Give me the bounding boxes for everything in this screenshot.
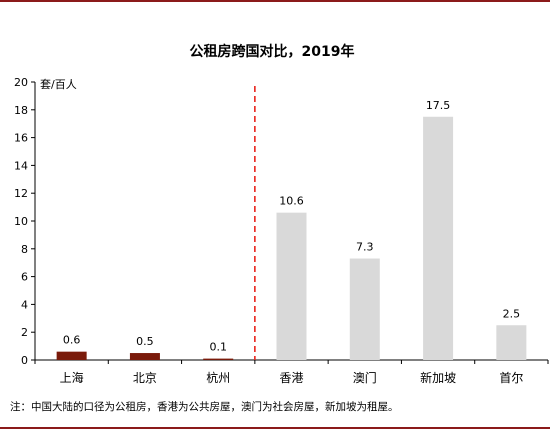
y-tick-label: 14	[14, 159, 28, 172]
y-tick-label: 8	[21, 243, 28, 256]
bar-chart: 公租房跨国对比，2019年 套/百人 0 2 4 6 8 10 12 14 16 18 20 0.6…	[14, 43, 549, 385]
category-label: 上海	[60, 370, 84, 385]
bar	[496, 325, 527, 360]
y-axis-unit-label: 套/百人	[40, 78, 77, 91]
footnote: 注：中国大陆的口径为公租房，香港为公共房屋，澳门为社会房屋，新加坡为租屋。	[10, 401, 399, 413]
category-label: 北京	[133, 371, 157, 385]
data-label: 0.6	[63, 334, 81, 347]
data-label: 17.5	[426, 99, 451, 112]
category-label: 新加坡	[420, 370, 456, 385]
chart-title: 公租房跨国对比，2019年	[190, 43, 355, 60]
category-label: 香港	[279, 371, 303, 385]
bar	[203, 358, 234, 360]
bar	[349, 258, 380, 360]
y-tick-label: 4	[21, 298, 28, 311]
y-tick-label: 16	[14, 132, 28, 145]
y-tick-label: 0	[21, 354, 28, 367]
data-label: 7.3	[356, 241, 374, 254]
bar-series: 0.6 上海 0.5 北京 0.1 杭州 10.6 香港 7.3 澳门 17.5 新加坡 2.5 首尔	[56, 99, 527, 385]
bar	[129, 353, 160, 360]
data-label: 2.5	[503, 307, 521, 320]
y-tick-label: 18	[14, 104, 28, 117]
category-label: 澳门	[353, 370, 377, 385]
data-label: 0.5	[136, 335, 154, 348]
y-tick-label: 12	[14, 187, 28, 200]
top-frame-line	[0, 0, 550, 2]
bar	[276, 212, 307, 360]
bottom-frame-line	[0, 427, 550, 429]
y-tick-label: 10	[14, 215, 28, 228]
category-label: 首尔	[499, 370, 523, 385]
y-tick-label: 20	[14, 76, 28, 89]
data-label: 10.6	[279, 195, 304, 208]
y-tick-label: 2	[21, 326, 28, 339]
bar	[423, 116, 454, 360]
category-label: 杭州	[206, 370, 230, 385]
data-label: 0.1	[209, 341, 227, 354]
chart-axes: 0 2 4 6 8 10 12 14 16 18 20	[14, 76, 549, 367]
y-tick-label: 6	[21, 271, 28, 284]
bar	[56, 351, 87, 360]
